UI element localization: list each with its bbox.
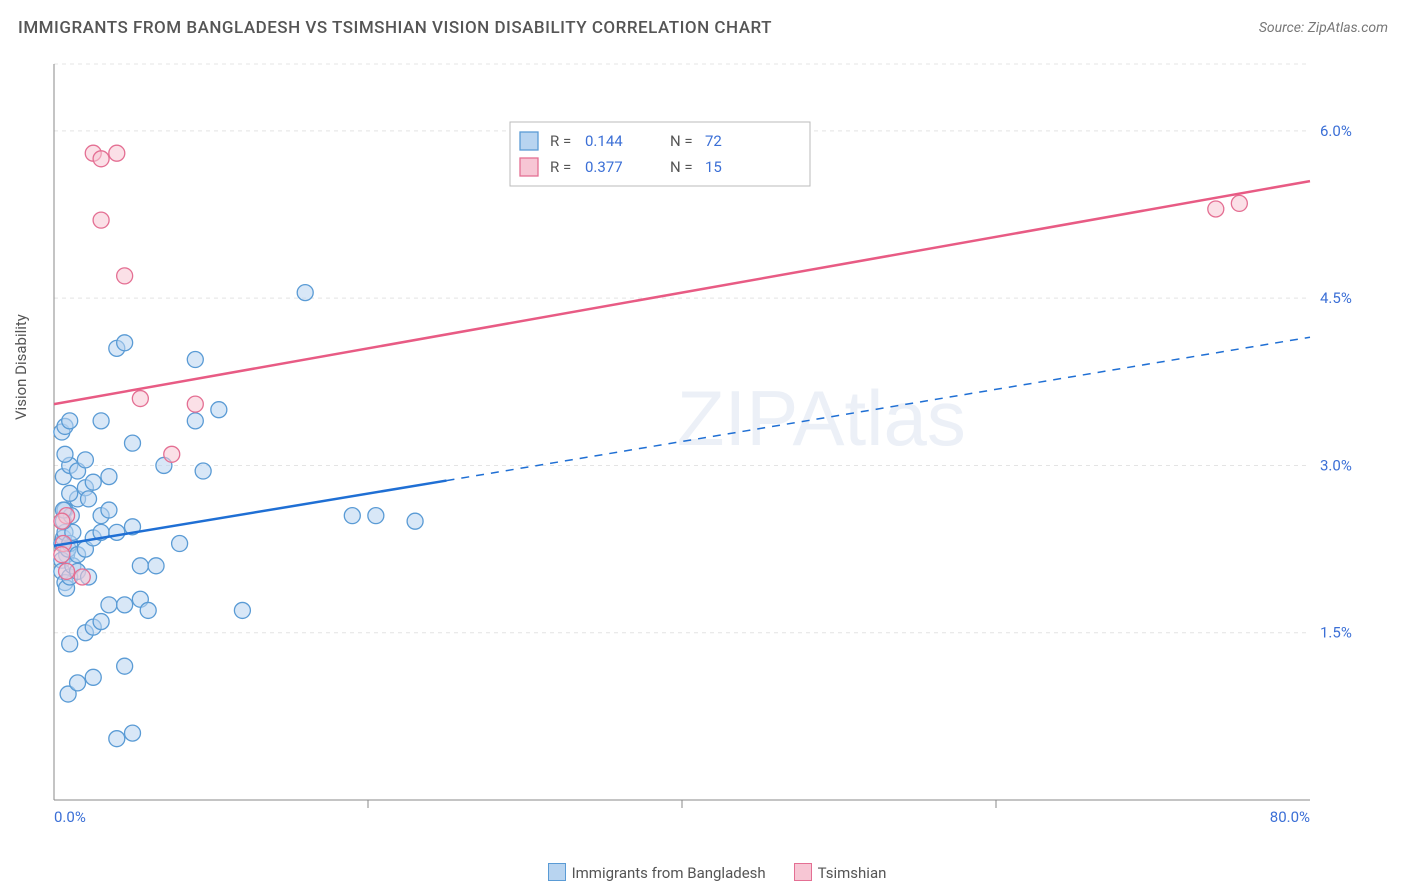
legend-label: Immigrants from Bangladesh [572,864,766,882]
svg-text:R =: R = [550,158,571,176]
bangladesh-point [368,508,384,524]
bangladesh-point [101,597,117,613]
stats-legend: R = 0.144 N = 72 R = 0.377 N = 15 [510,122,810,186]
svg-text:N =: N = [670,158,693,176]
bangladesh-point [211,402,227,418]
tsimshian-point [1208,201,1224,217]
tsimshian-point [132,391,148,407]
bangladesh-point [407,513,423,529]
bangladesh-point [62,413,78,429]
legend-swatch [794,863,812,881]
bangladesh-point [62,485,78,501]
tsimshian-point [93,151,109,167]
tsimshian-point [54,547,70,563]
bangladesh-point [77,452,93,468]
tsimshian-point [1231,195,1247,211]
bangladesh-point [81,491,97,507]
tsimshian-point [74,569,90,585]
y-tick-label: 4.5% [1320,289,1352,307]
bangladesh-point [70,675,86,691]
bangladesh-point [148,558,164,574]
plot-area: ZIPAtlas1.5%3.0%4.5%6.0%0.0%80.0%R =0.14… [50,60,1380,830]
legend-label: Tsimshian [818,864,887,882]
svg-text:N =: N = [670,132,693,150]
bangladesh-point [57,446,73,462]
chart-svg: ZIPAtlas1.5%3.0%4.5%6.0%0.0%80.0%R =0.14… [50,60,1380,830]
legend-swatch [548,863,566,881]
x-tick-label: 80.0% [1270,808,1310,826]
y-tick-label: 6.0% [1320,122,1352,140]
legend-swatch [520,158,538,176]
bangladesh-point [109,524,125,540]
bangladesh-point [101,469,117,485]
chart-title: IMMIGRANTS FROM BANGLADESH VS TSIMSHIAN … [18,18,772,38]
bangladesh-point [85,474,101,490]
bangladesh-point [187,413,203,429]
tsimshian-point [109,145,125,161]
tsimshian-point [93,212,109,228]
bangladesh-point [132,558,148,574]
title-bar: IMMIGRANTS FROM BANGLADESH VS TSIMSHIAN … [18,18,1388,38]
bangladesh-point [125,435,141,451]
svg-text:15: 15 [705,158,722,176]
tsimshian-point [117,268,133,284]
bangladesh-point [187,352,203,368]
tsimshian-point [187,396,203,412]
tsimshian-point [164,446,180,462]
svg-text:72: 72 [705,132,722,150]
tsimshian-trendline [54,181,1310,404]
y-tick-label: 1.5% [1320,624,1352,642]
bangladesh-point [117,597,133,613]
svg-text:R =: R = [550,132,571,150]
bangladesh-point [85,669,101,685]
bangladesh-point [297,285,313,301]
bangladesh-point [117,335,133,351]
bangladesh-point [140,602,156,618]
y-tick-label: 3.0% [1320,456,1352,474]
bangladesh-point [125,725,141,741]
bottom-legend: Immigrants from Bangladesh Tsimshian [0,863,1406,882]
bangladesh-point [234,602,250,618]
bangladesh-point [172,536,188,552]
bangladesh-point [101,502,117,518]
tsimshian-point [54,513,70,529]
bangladesh-point [93,413,109,429]
y-axis-label: Vision Disability [12,314,30,420]
svg-text:0.144: 0.144 [585,132,623,150]
bangladesh-point [117,658,133,674]
source-label: Source: ZipAtlas.com [1259,20,1388,36]
bangladesh-point [344,508,360,524]
tsimshian-point [59,563,75,579]
x-tick-label: 0.0% [54,808,86,826]
svg-text:0.377: 0.377 [585,158,623,176]
bangladesh-point [93,614,109,630]
bangladesh-point [109,731,125,747]
bangladesh-point [62,636,78,652]
legend-swatch [520,132,538,150]
bangladesh-point [195,463,211,479]
